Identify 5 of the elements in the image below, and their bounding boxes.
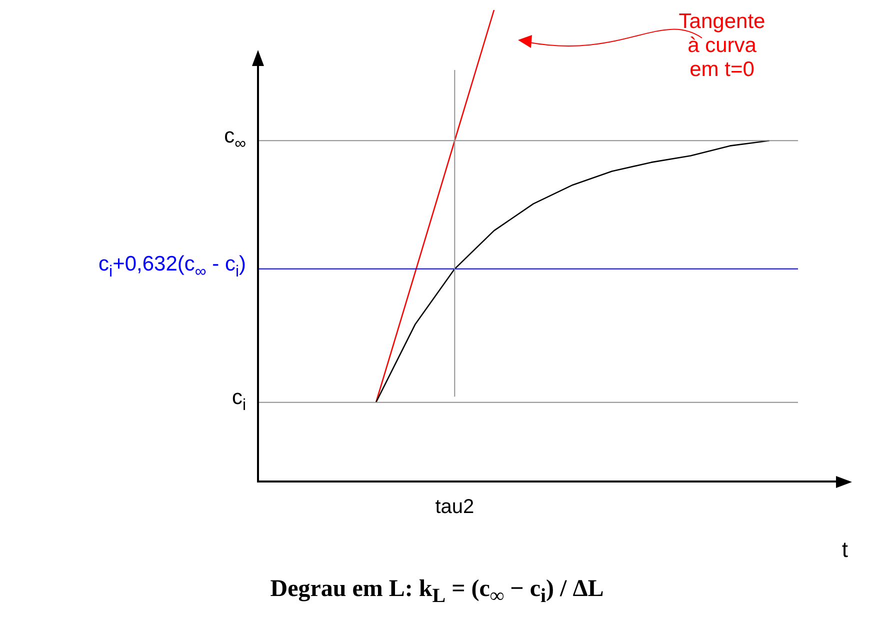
- x-axis-title: t: [842, 536, 848, 562]
- text: Degrau em L: k$_{L}$ = (c$_{∞}$ − c$_{i}$) / ΔL: [269, 576, 605, 608]
- ref-line-label: c∞: [224, 124, 246, 152]
- annotation: Tangente à curva em t=0: [678, 10, 766, 81]
- text: tau2: [435, 496, 474, 518]
